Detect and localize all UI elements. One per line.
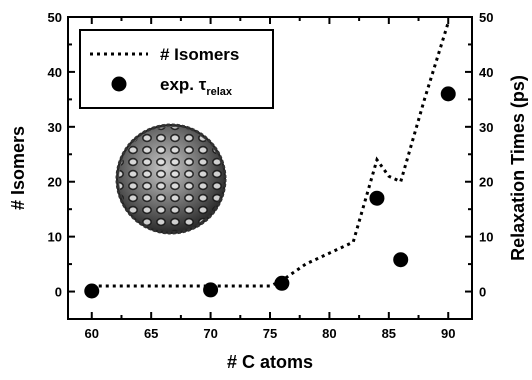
y-tick-label-left: 40 xyxy=(48,65,62,80)
y-axis-title-right: Relaxation Times (ps) xyxy=(508,75,528,261)
x-tick-label: 80 xyxy=(322,326,336,341)
y-tick-label-right: 10 xyxy=(479,230,493,245)
legend-label-relax-main: exp. τ xyxy=(160,75,207,94)
tick-labels: 60 65 70 75 80 85 90 0 0 10 10 20 20 30 30 40 40 50 50 xyxy=(48,10,494,341)
ticks xyxy=(68,16,472,320)
x-tick-label: 70 xyxy=(203,326,217,341)
legend-label-relax: exp. τrelax xyxy=(160,75,233,98)
legend-box xyxy=(79,29,274,109)
y-tick-label-left: 30 xyxy=(48,120,62,135)
x-tick-label: 90 xyxy=(441,326,455,341)
data-point-relax xyxy=(440,86,456,102)
y-tick-label-right: 0 xyxy=(479,285,486,300)
y-tick-label-right: 20 xyxy=(479,175,493,190)
x-tick-label: 75 xyxy=(263,326,277,341)
legend: # Isomers exp. τrelax xyxy=(79,29,274,109)
y-tick-label-left: 50 xyxy=(48,10,62,25)
fullerene-illustration xyxy=(115,123,227,235)
legend-label-relax-sub: relax xyxy=(206,86,233,98)
data-point-relax xyxy=(393,252,409,268)
series-line-isomers xyxy=(91,22,450,288)
data-point-relax xyxy=(369,190,385,206)
x-tick-label: 65 xyxy=(144,326,158,341)
x-tick-label: 85 xyxy=(382,326,396,341)
data-point-relax xyxy=(84,283,100,299)
legend-label-isomers: # Isomers xyxy=(160,45,239,64)
y-tick-label-right: 40 xyxy=(479,65,493,80)
y-tick-label-right: 50 xyxy=(479,10,493,25)
y-tick-label-left: 0 xyxy=(55,285,62,300)
x-tick-label: 60 xyxy=(85,326,99,341)
data-point-relax xyxy=(203,282,219,298)
data-point-relax xyxy=(274,275,290,291)
y-tick-label-right: 30 xyxy=(479,120,493,135)
data-layer xyxy=(84,22,456,299)
y-tick-label-left: 20 xyxy=(48,175,62,190)
y-tick-label-left: 10 xyxy=(48,230,62,245)
y-axis-title-left: # Isomers xyxy=(8,126,28,210)
x-axis-title: # C atoms xyxy=(227,352,313,372)
legend-marker-relax xyxy=(111,76,127,92)
